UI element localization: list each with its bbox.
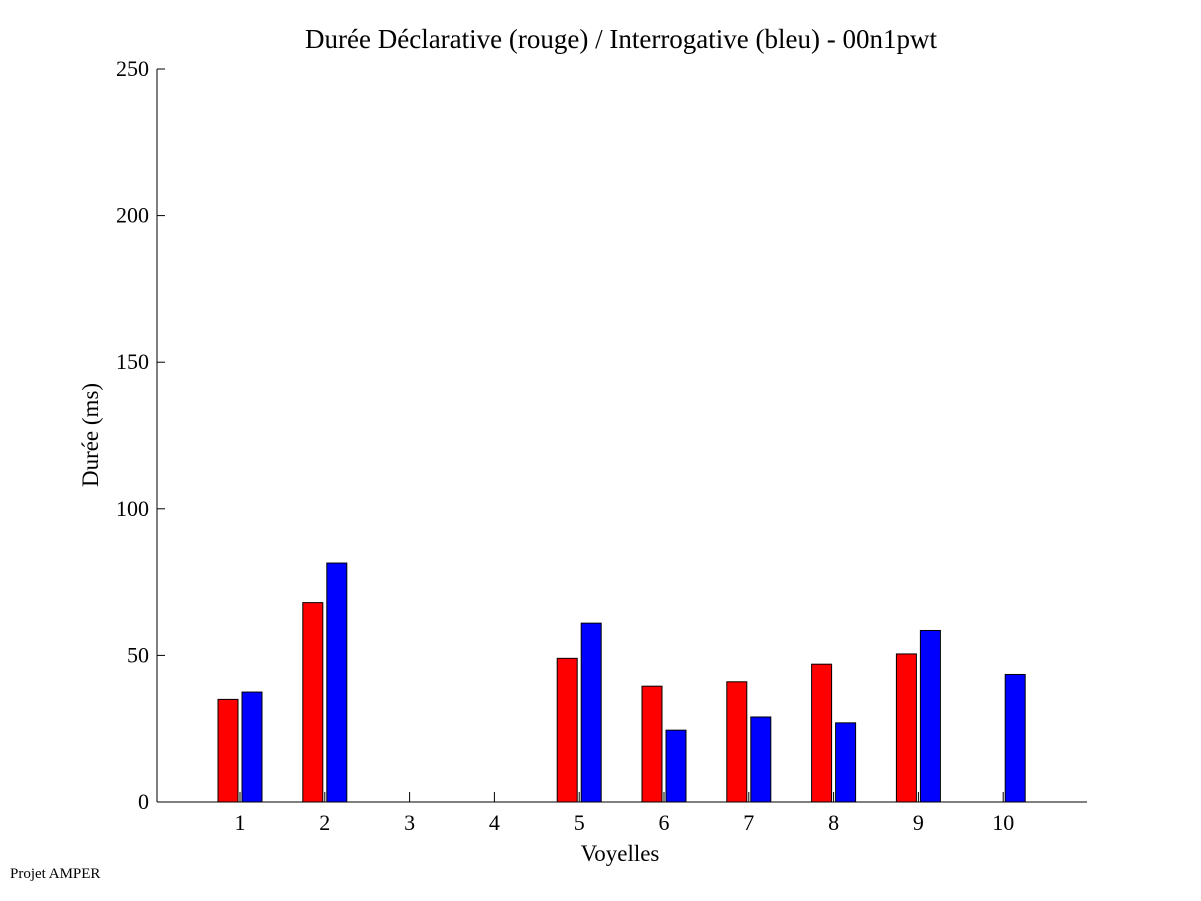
bar-interrogative-9 (919, 629, 941, 803)
y-axis-label: Durée (ms) (78, 383, 103, 487)
bar-interrogative-10 (1004, 673, 1026, 803)
bar-interrogative-6 (665, 729, 687, 803)
bar-declarative-5 (556, 657, 578, 803)
bar-interrogative-7 (750, 716, 772, 803)
bar-declarative-1 (217, 698, 239, 803)
y-tick-label: 150 (116, 349, 149, 374)
x-tick-label: 1 (235, 810, 246, 835)
bar-declarative-7 (726, 681, 748, 803)
x-tick-label: 4 (489, 810, 500, 835)
x-axis-label: Voyelles (581, 841, 660, 866)
y-tick-label: 100 (116, 496, 149, 521)
x-tick-label: 7 (743, 810, 754, 835)
bar-declarative-6 (641, 685, 663, 803)
bar-interrogative-1 (241, 691, 263, 803)
bar-declarative-2 (302, 602, 324, 803)
bar-declarative-9 (895, 653, 917, 803)
bars-group (217, 562, 1026, 803)
y-tick-label: 0 (138, 789, 149, 814)
y-tick-label: 250 (116, 56, 149, 81)
x-tick-label: 3 (404, 810, 415, 835)
bar-interrogative-2 (326, 562, 348, 803)
x-tick-label: 9 (913, 810, 924, 835)
chart-title: Durée Déclarative (rouge) / Interrogativ… (305, 24, 937, 54)
x-ticks-group: 1 2 3 4 5 6 7 8 9 10 (235, 792, 1014, 835)
x-tick-label: 8 (828, 810, 839, 835)
y-tick-label: 200 (116, 203, 149, 228)
bar-declarative-8 (811, 663, 833, 803)
x-tick-label: 5 (574, 810, 585, 835)
bar-interrogative-5 (580, 622, 602, 803)
x-tick-label: 10 (992, 810, 1014, 835)
x-tick-label: 2 (319, 810, 330, 835)
footer-label: Projet AMPER (10, 866, 100, 882)
x-tick-label: 6 (659, 810, 670, 835)
y-tick-label: 50 (127, 642, 149, 667)
y-ticks-group: 0 50 100 150 200 250 (116, 56, 165, 814)
bar-interrogative-8 (835, 722, 857, 803)
